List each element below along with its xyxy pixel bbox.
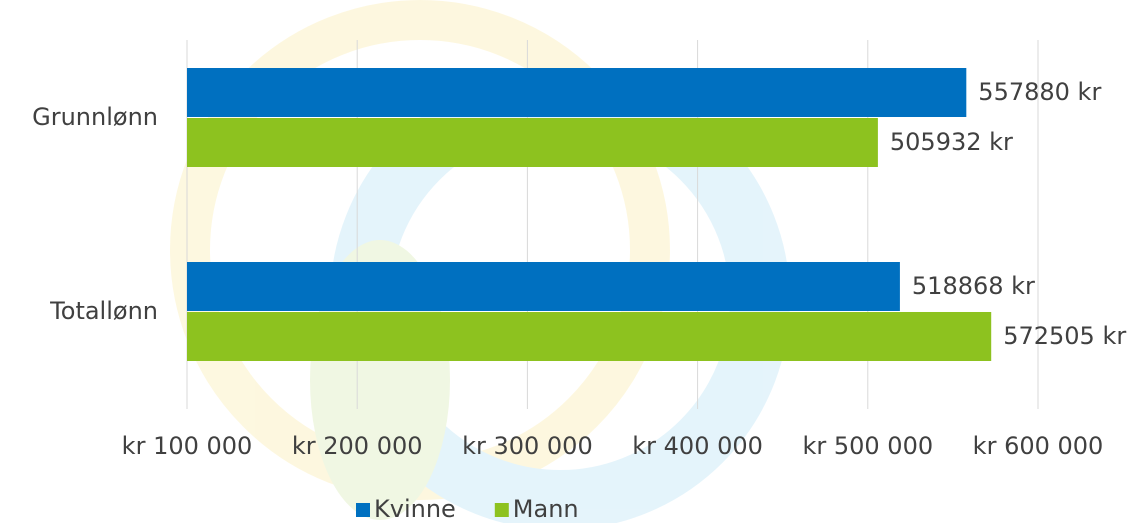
- x-tick-label: kr 100 000: [122, 432, 253, 460]
- value-label: 572505 kr: [1003, 322, 1126, 350]
- legend-swatch: [356, 503, 370, 517]
- y-tick-label: Totallønn: [49, 297, 158, 325]
- value-label: 505932 kr: [890, 128, 1013, 156]
- legend-label: Kvinne: [374, 495, 456, 523]
- bar: [187, 312, 992, 361]
- watermark-ring: [170, 0, 670, 500]
- value-label: 518868 kr: [912, 272, 1035, 300]
- bar: [187, 118, 878, 167]
- y-tick-label: Grunnlønn: [32, 103, 158, 131]
- x-tick-label: kr 300 000: [462, 432, 593, 460]
- legend-swatch: [494, 503, 509, 517]
- x-tick-label: kr 500 000: [802, 432, 933, 460]
- x-tick-label: kr 200 000: [292, 432, 423, 460]
- x-tick-label: kr 400 000: [632, 432, 763, 460]
- x-tick-label: kr 600 000: [973, 432, 1104, 460]
- bar: [187, 68, 967, 117]
- value-label: 557880 kr: [978, 78, 1101, 106]
- legend-label: Mann: [513, 495, 579, 523]
- bar: [187, 262, 900, 311]
